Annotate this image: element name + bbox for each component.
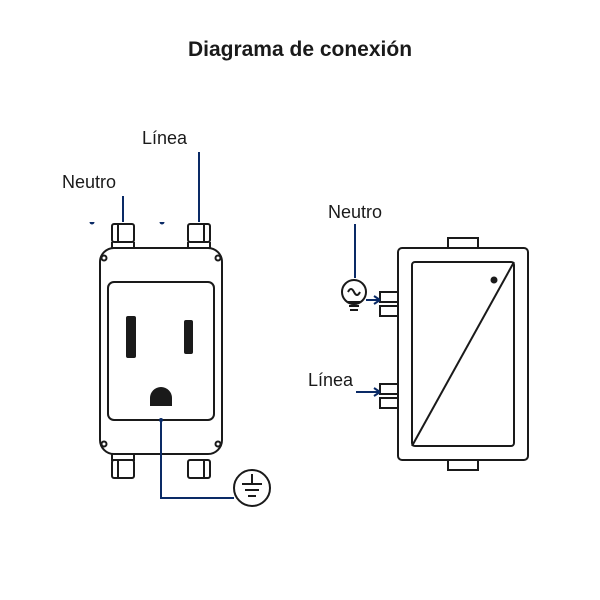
switch-wires xyxy=(355,224,380,396)
outlet-wires xyxy=(90,152,165,225)
ground-symbol-icon xyxy=(234,470,270,506)
switch-module xyxy=(380,238,528,470)
bulb-icon xyxy=(342,280,366,310)
diagram-svg xyxy=(0,0,600,600)
outlet-wire-erase xyxy=(92,152,162,222)
